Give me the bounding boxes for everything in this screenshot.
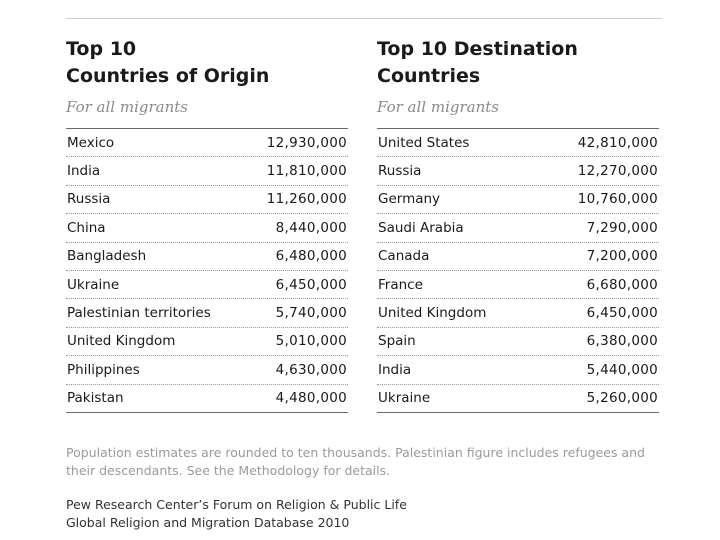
migrant-count: 6,480,000 bbox=[275, 248, 347, 265]
migrant-count: 6,450,000 bbox=[586, 305, 658, 322]
country-name: United Kingdom bbox=[378, 305, 487, 322]
destination-title: Top 10 Destination Countries bbox=[377, 38, 578, 87]
country-name: Russia bbox=[67, 191, 111, 208]
migrant-count: 6,380,000 bbox=[586, 333, 658, 350]
migrant-count: 6,680,000 bbox=[586, 276, 658, 293]
country-name: Russia bbox=[378, 163, 422, 180]
country-name: Bangladesh bbox=[67, 248, 147, 265]
table-row: Ukraine 5,260,000 bbox=[377, 385, 659, 412]
table-row: Palestinian territories 5,740,000 bbox=[66, 299, 348, 328]
source-credit: Pew Research Center’s Forum on Religion … bbox=[66, 496, 666, 532]
migrant-count: 11,260,000 bbox=[266, 191, 347, 208]
table-row: France 6,680,000 bbox=[377, 271, 659, 300]
table-row: United Kingdom 6,450,000 bbox=[377, 299, 659, 328]
country-name: Spain bbox=[378, 333, 416, 350]
table-row: Ukraine 6,450,000 bbox=[66, 271, 348, 300]
table-row: Philippines 4,630,000 bbox=[66, 356, 348, 385]
migrant-count: 7,200,000 bbox=[586, 248, 658, 265]
country-name: Philippines bbox=[67, 361, 140, 378]
table-row: Saudi Arabia 7,290,000 bbox=[377, 214, 659, 243]
origin-title: Top 10 Countries of Origin bbox=[66, 38, 270, 87]
migrant-count: 8,440,000 bbox=[275, 219, 347, 236]
table-row: Russia 11,260,000 bbox=[66, 186, 348, 215]
footnote: Population estimates are rounded to ten … bbox=[66, 445, 645, 478]
table-row: India 5,440,000 bbox=[377, 356, 659, 385]
table-row: Mexico 12,930,000 bbox=[66, 129, 348, 158]
country-name: China bbox=[67, 219, 106, 236]
country-name: Germany bbox=[378, 191, 441, 208]
country-name: Ukraine bbox=[67, 276, 120, 293]
country-name: France bbox=[378, 276, 423, 293]
origin-table: Mexico 12,930,000 India 11,810,000 Russia 1… bbox=[66, 128, 348, 413]
country-name: India bbox=[67, 163, 101, 180]
table-row: India 11,810,000 bbox=[66, 157, 348, 186]
table-row: United Kingdom 5,010,000 bbox=[66, 328, 348, 357]
migrant-count: 5,010,000 bbox=[275, 333, 347, 350]
migrant-count: 12,270,000 bbox=[577, 163, 658, 180]
country-name: Pakistan bbox=[67, 390, 124, 407]
migrant-count: 6,450,000 bbox=[275, 276, 347, 293]
migrant-count: 42,810,000 bbox=[577, 134, 658, 151]
table-row: China 8,440,000 bbox=[66, 214, 348, 243]
migrant-count: 5,740,000 bbox=[275, 305, 347, 322]
table-row: Pakistan 4,480,000 bbox=[66, 385, 348, 412]
country-name: Saudi Arabia bbox=[378, 219, 464, 236]
origin-subtitle: For all migrants bbox=[66, 98, 188, 116]
destination-table: United States 42,810,000 Russia 12,270,000… bbox=[377, 128, 659, 413]
origin-panel: Top 10 Countries of Origin For all migra… bbox=[66, 36, 348, 413]
country-name: Ukraine bbox=[378, 390, 431, 407]
migrant-count: 12,930,000 bbox=[266, 134, 347, 151]
migrant-count: 11,810,000 bbox=[266, 163, 347, 180]
country-name: Canada bbox=[378, 248, 430, 265]
migrant-count: 5,440,000 bbox=[586, 361, 658, 378]
source-line-2: Global Religion and Migration Database 2… bbox=[66, 515, 350, 530]
country-name: Palestinian territories bbox=[67, 305, 211, 322]
destination-subtitle: For all migrants bbox=[377, 98, 499, 116]
country-name: United States bbox=[378, 134, 470, 151]
table-row: Canada 7,200,000 bbox=[377, 243, 659, 271]
destination-panel: Top 10 Destination Countries For all mig… bbox=[377, 36, 659, 413]
migrant-count: 4,480,000 bbox=[275, 390, 347, 407]
table-row: Spain 6,380,000 bbox=[377, 328, 659, 357]
table-row: Germany 10,760,000 bbox=[377, 186, 659, 215]
migrant-count: 4,630,000 bbox=[275, 361, 347, 378]
country-name: India bbox=[378, 361, 412, 378]
migrant-count: 5,260,000 bbox=[586, 390, 658, 407]
country-name: Mexico bbox=[67, 134, 115, 151]
migrant-count: 7,290,000 bbox=[586, 219, 658, 236]
source-line-1: Pew Research Center’s Forum on Religion … bbox=[66, 497, 407, 512]
country-name: United Kingdom bbox=[67, 333, 176, 350]
table-row: Bangladesh 6,480,000 bbox=[66, 243, 348, 271]
migrant-count: 10,760,000 bbox=[577, 191, 658, 208]
top-divider bbox=[66, 18, 662, 19]
table-row: Russia 12,270,000 bbox=[377, 157, 659, 186]
table-row: United States 42,810,000 bbox=[377, 129, 659, 158]
